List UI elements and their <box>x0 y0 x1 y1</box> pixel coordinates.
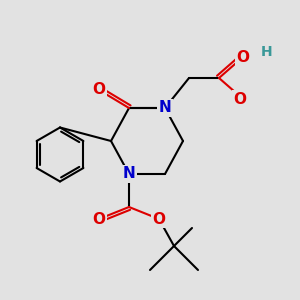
Text: O: O <box>236 50 250 64</box>
Text: O: O <box>92 212 106 226</box>
Text: N: N <box>123 167 135 182</box>
Text: O: O <box>92 82 106 98</box>
Text: O: O <box>152 212 166 226</box>
Text: H: H <box>261 46 273 59</box>
Text: N: N <box>159 100 171 116</box>
Text: O: O <box>233 92 247 106</box>
